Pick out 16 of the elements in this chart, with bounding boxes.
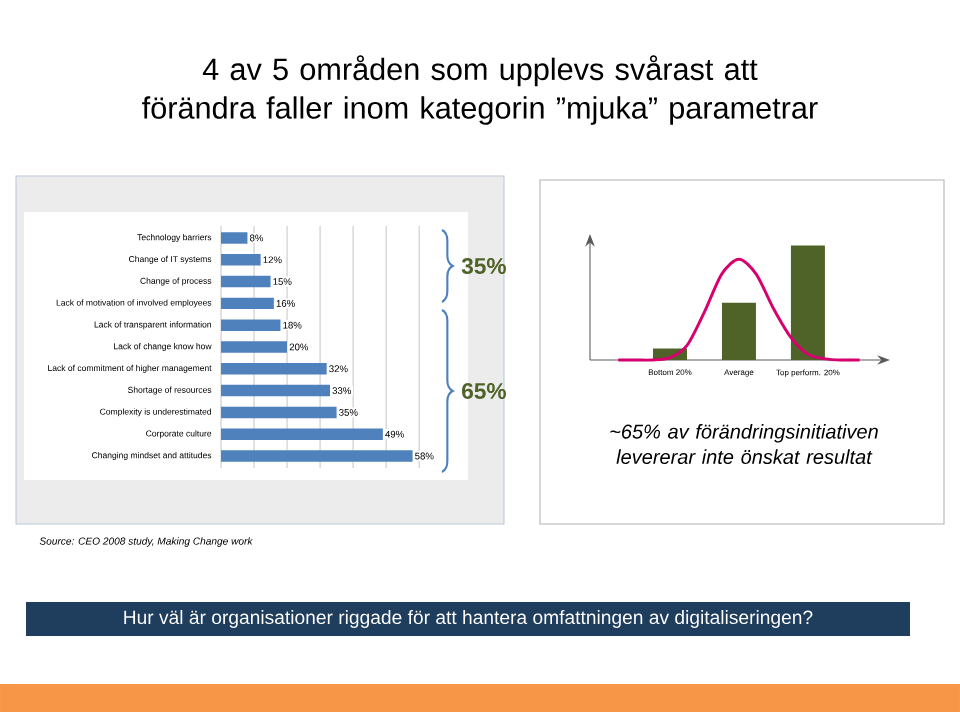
text: ~65% av förändringsinitiativen levererar inte önskat resultat: [610, 424, 878, 465]
bar: [221, 232, 248, 244]
bar: [221, 406, 337, 419]
bar: [221, 428, 383, 440]
bar: [221, 275, 271, 288]
text: 65%: [462, 382, 506, 399]
text: 35%: [461, 257, 506, 275]
bar: [221, 319, 281, 331]
bar: [221, 363, 327, 375]
bar: [221, 341, 288, 353]
text: Hur väl är organisationer riggade för att hantera omfattningen av digitaliseringen?: [124, 610, 813, 628]
bar: [221, 450, 413, 462]
chart-title: 4 av 5 områden som upplevs svårast att förändra faller inom kategorin ”mjuka” parametrar: [142, 55, 818, 125]
bar: [221, 297, 274, 310]
bar: [221, 384, 330, 397]
bar: [221, 254, 261, 266]
